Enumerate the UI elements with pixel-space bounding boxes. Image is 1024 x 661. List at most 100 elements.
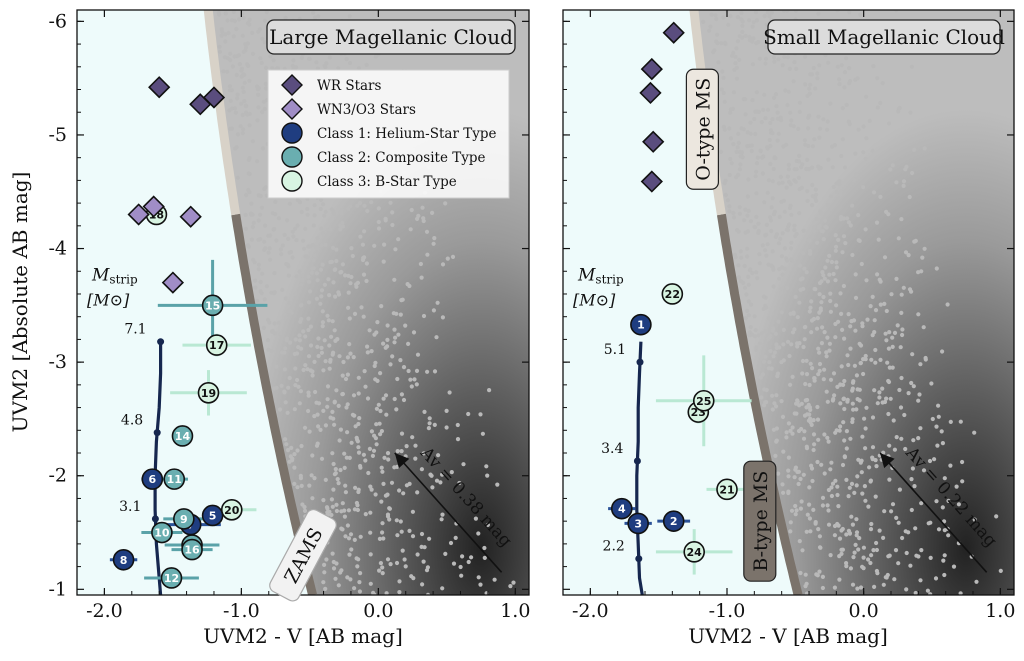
field-star-point xyxy=(273,212,278,217)
field-star-point xyxy=(376,206,381,211)
field-star-point xyxy=(828,553,833,558)
field-star-point xyxy=(424,568,430,573)
field-star-point xyxy=(411,576,416,581)
field-star-point xyxy=(386,457,391,462)
field-star-point xyxy=(340,224,345,229)
field-star-point xyxy=(258,279,263,285)
field-star-point xyxy=(318,267,323,272)
field-star-point xyxy=(773,92,779,97)
field-star-point xyxy=(886,554,891,559)
field-star-point xyxy=(739,255,744,260)
field-star-point xyxy=(782,209,787,214)
field-star-point xyxy=(391,311,396,316)
field-star-point xyxy=(750,270,755,276)
field-star-point xyxy=(871,548,876,553)
field-star-point xyxy=(863,426,868,431)
field-star-point xyxy=(752,314,757,319)
field-star-point xyxy=(830,165,835,170)
field-star-point xyxy=(829,485,834,490)
field-star-point xyxy=(722,40,728,45)
field-star-point xyxy=(807,238,812,243)
field-star-point xyxy=(226,30,231,36)
field-star-point xyxy=(835,521,840,527)
field-star-point xyxy=(815,240,820,245)
star-24-marker xyxy=(683,541,706,563)
field-star-point xyxy=(277,331,283,336)
field-star-point xyxy=(478,412,483,417)
field-star-point xyxy=(802,413,808,418)
field-star-point xyxy=(272,321,277,326)
field-star-point xyxy=(888,396,893,401)
field-star-point xyxy=(356,445,361,450)
field-star-point xyxy=(824,350,829,355)
field-star-point xyxy=(876,237,881,242)
field-star-point xyxy=(870,148,875,153)
field-star-point xyxy=(897,105,902,111)
field-star-point xyxy=(906,253,911,258)
field-star-point xyxy=(736,131,741,136)
field-star-point xyxy=(850,582,856,587)
field-star-point xyxy=(217,12,222,17)
field-star-point xyxy=(793,234,798,239)
field-star-point xyxy=(728,110,733,115)
field-star-point xyxy=(869,521,874,527)
field-star-point xyxy=(440,315,445,320)
field-star-point xyxy=(820,270,825,275)
field-star-point xyxy=(727,126,732,131)
field-star-point xyxy=(900,332,905,338)
field-star-point xyxy=(871,190,877,195)
field-star-point xyxy=(249,201,254,206)
field-star-point xyxy=(348,532,354,537)
mass-header-subscript: strip xyxy=(109,272,138,286)
field-star-point xyxy=(754,41,759,46)
field-star-point xyxy=(817,135,822,140)
field-star-point xyxy=(294,238,299,243)
field-star-point xyxy=(787,222,792,227)
wr-star-4 xyxy=(640,170,663,193)
field-star-point xyxy=(825,127,830,132)
field-star-point xyxy=(299,483,304,488)
field-star-point xyxy=(807,382,812,388)
field-star-point xyxy=(376,219,381,225)
field-star-point xyxy=(797,109,802,114)
field-star-point xyxy=(825,435,830,440)
field-star-point xyxy=(263,65,269,70)
field-star-point xyxy=(357,580,362,585)
field-star-point xyxy=(223,32,228,37)
field-star-point xyxy=(837,554,842,559)
star-15-marker xyxy=(201,294,224,317)
field-star-point xyxy=(346,508,351,513)
field-star-point xyxy=(853,542,858,548)
field-star-point xyxy=(363,384,368,389)
track-mass-point xyxy=(633,457,641,465)
field-star-point xyxy=(861,545,867,550)
star-3-marker xyxy=(627,512,649,535)
field-star-point xyxy=(917,392,922,397)
field-star-point xyxy=(365,396,371,401)
field-star-point xyxy=(324,557,329,562)
field-star-point xyxy=(901,183,906,188)
field-star-point xyxy=(833,478,838,483)
field-star-point xyxy=(809,318,815,323)
field-star-point xyxy=(400,548,405,553)
field-star-point xyxy=(244,192,249,198)
field-star-point xyxy=(820,229,826,234)
field-star-point xyxy=(754,214,759,219)
field-star-point xyxy=(756,109,762,114)
field-star-point xyxy=(801,286,806,291)
field-star-point xyxy=(292,351,297,357)
field-star-point xyxy=(974,579,979,584)
field-star-point xyxy=(848,436,853,441)
field-star-point xyxy=(232,18,237,24)
field-star-point xyxy=(292,407,297,412)
field-star-point xyxy=(375,320,380,325)
field-star-point xyxy=(745,254,750,259)
zams-label-box xyxy=(269,508,337,602)
field-star-point xyxy=(929,381,934,386)
field-star-point xyxy=(748,120,753,125)
field-star-point xyxy=(916,398,921,403)
field-star-point xyxy=(856,127,861,132)
star-1-marker xyxy=(630,313,652,336)
field-star-point xyxy=(848,223,853,228)
field-star-point xyxy=(297,401,302,406)
